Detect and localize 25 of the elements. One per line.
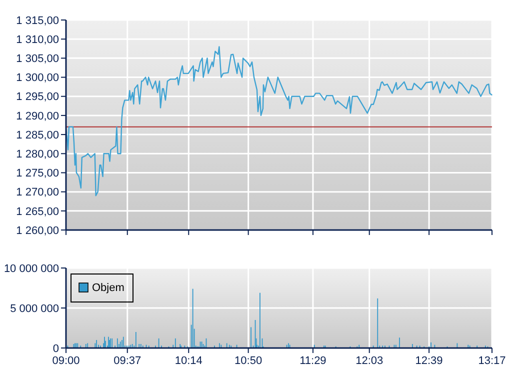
y-tick-label: 1 305,00 [16, 53, 59, 66]
y-tick-label: 1 270,00 [16, 186, 59, 199]
x-tick-label: 12:03 [356, 355, 384, 367]
x-tick-label: 10:14 [174, 355, 202, 367]
y-tick-label: 1 275,00 [16, 168, 59, 180]
y-tick-label: 1 290,00 [16, 110, 59, 122]
y-tick-label: 1 260,00 [16, 224, 59, 237]
y-tick-label: 1 280,00 [16, 148, 59, 160]
y-tick-label: 1 265,00 [16, 206, 59, 218]
y-tick-label: 1 315,00 [16, 14, 59, 27]
y-tick-label: 5 000 000 [10, 302, 59, 315]
y-tick-label: 10 000 000 [4, 262, 59, 275]
x-tick-label: 09:00 [52, 355, 80, 367]
legend-label: Objem [92, 282, 124, 294]
x-tick-label: 13:17 [478, 355, 506, 367]
y-tick-label: 1 300,00 [16, 72, 59, 84]
y-tick-label: 1 285,00 [16, 129, 59, 142]
x-tick-label: 10:50 [234, 355, 262, 367]
y-tick-label: 1 295,00 [16, 91, 59, 104]
line-series [65, 46, 492, 196]
y-tick-label: 1 310,00 [16, 34, 59, 46]
x-tick-label: 09:37 [114, 355, 142, 367]
x-tick-label: 12:39 [415, 355, 443, 367]
y-tick-label: 0 [52, 342, 59, 355]
x-tick-label: 11:29 [300, 355, 326, 367]
